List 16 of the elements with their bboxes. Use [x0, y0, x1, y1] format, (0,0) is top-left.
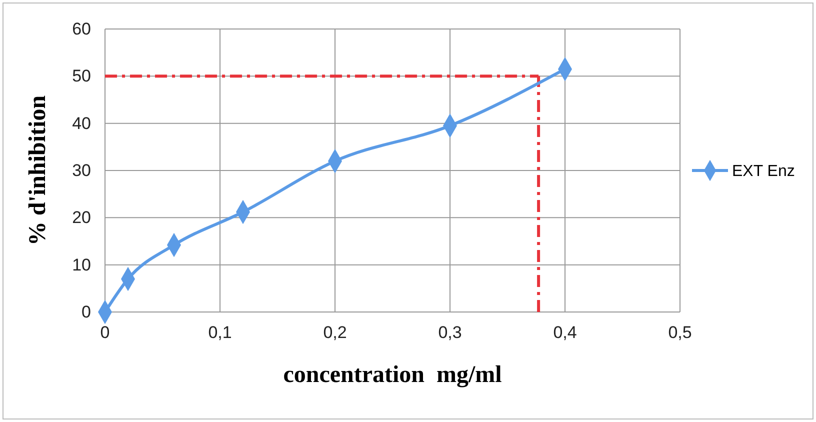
x-axis-title: concentration mg/ml [283, 362, 502, 388]
x-tick-label: 0,1 [208, 323, 232, 342]
y-tick-label: 0 [82, 302, 91, 322]
y-tick-label: 40 [72, 114, 91, 133]
y-tick-label: 50 [72, 66, 91, 86]
y-tick-label: 10 [72, 255, 91, 274]
y-tick-label: 60 [72, 19, 91, 38]
y-tick-label: 20 [72, 208, 91, 228]
y-tick-label: 30 [72, 160, 91, 180]
x-tick-label: 0,2 [323, 323, 347, 342]
x-tick-label: 0,5 [668, 323, 692, 342]
y-axis-title: % d'inhibition [25, 95, 51, 246]
legend-label: EXT Enz [732, 163, 795, 180]
x-tick-label: 0,3 [438, 323, 462, 342]
x-tick-label: 0 [100, 323, 110, 342]
x-tick-label: 0,4 [553, 323, 577, 342]
